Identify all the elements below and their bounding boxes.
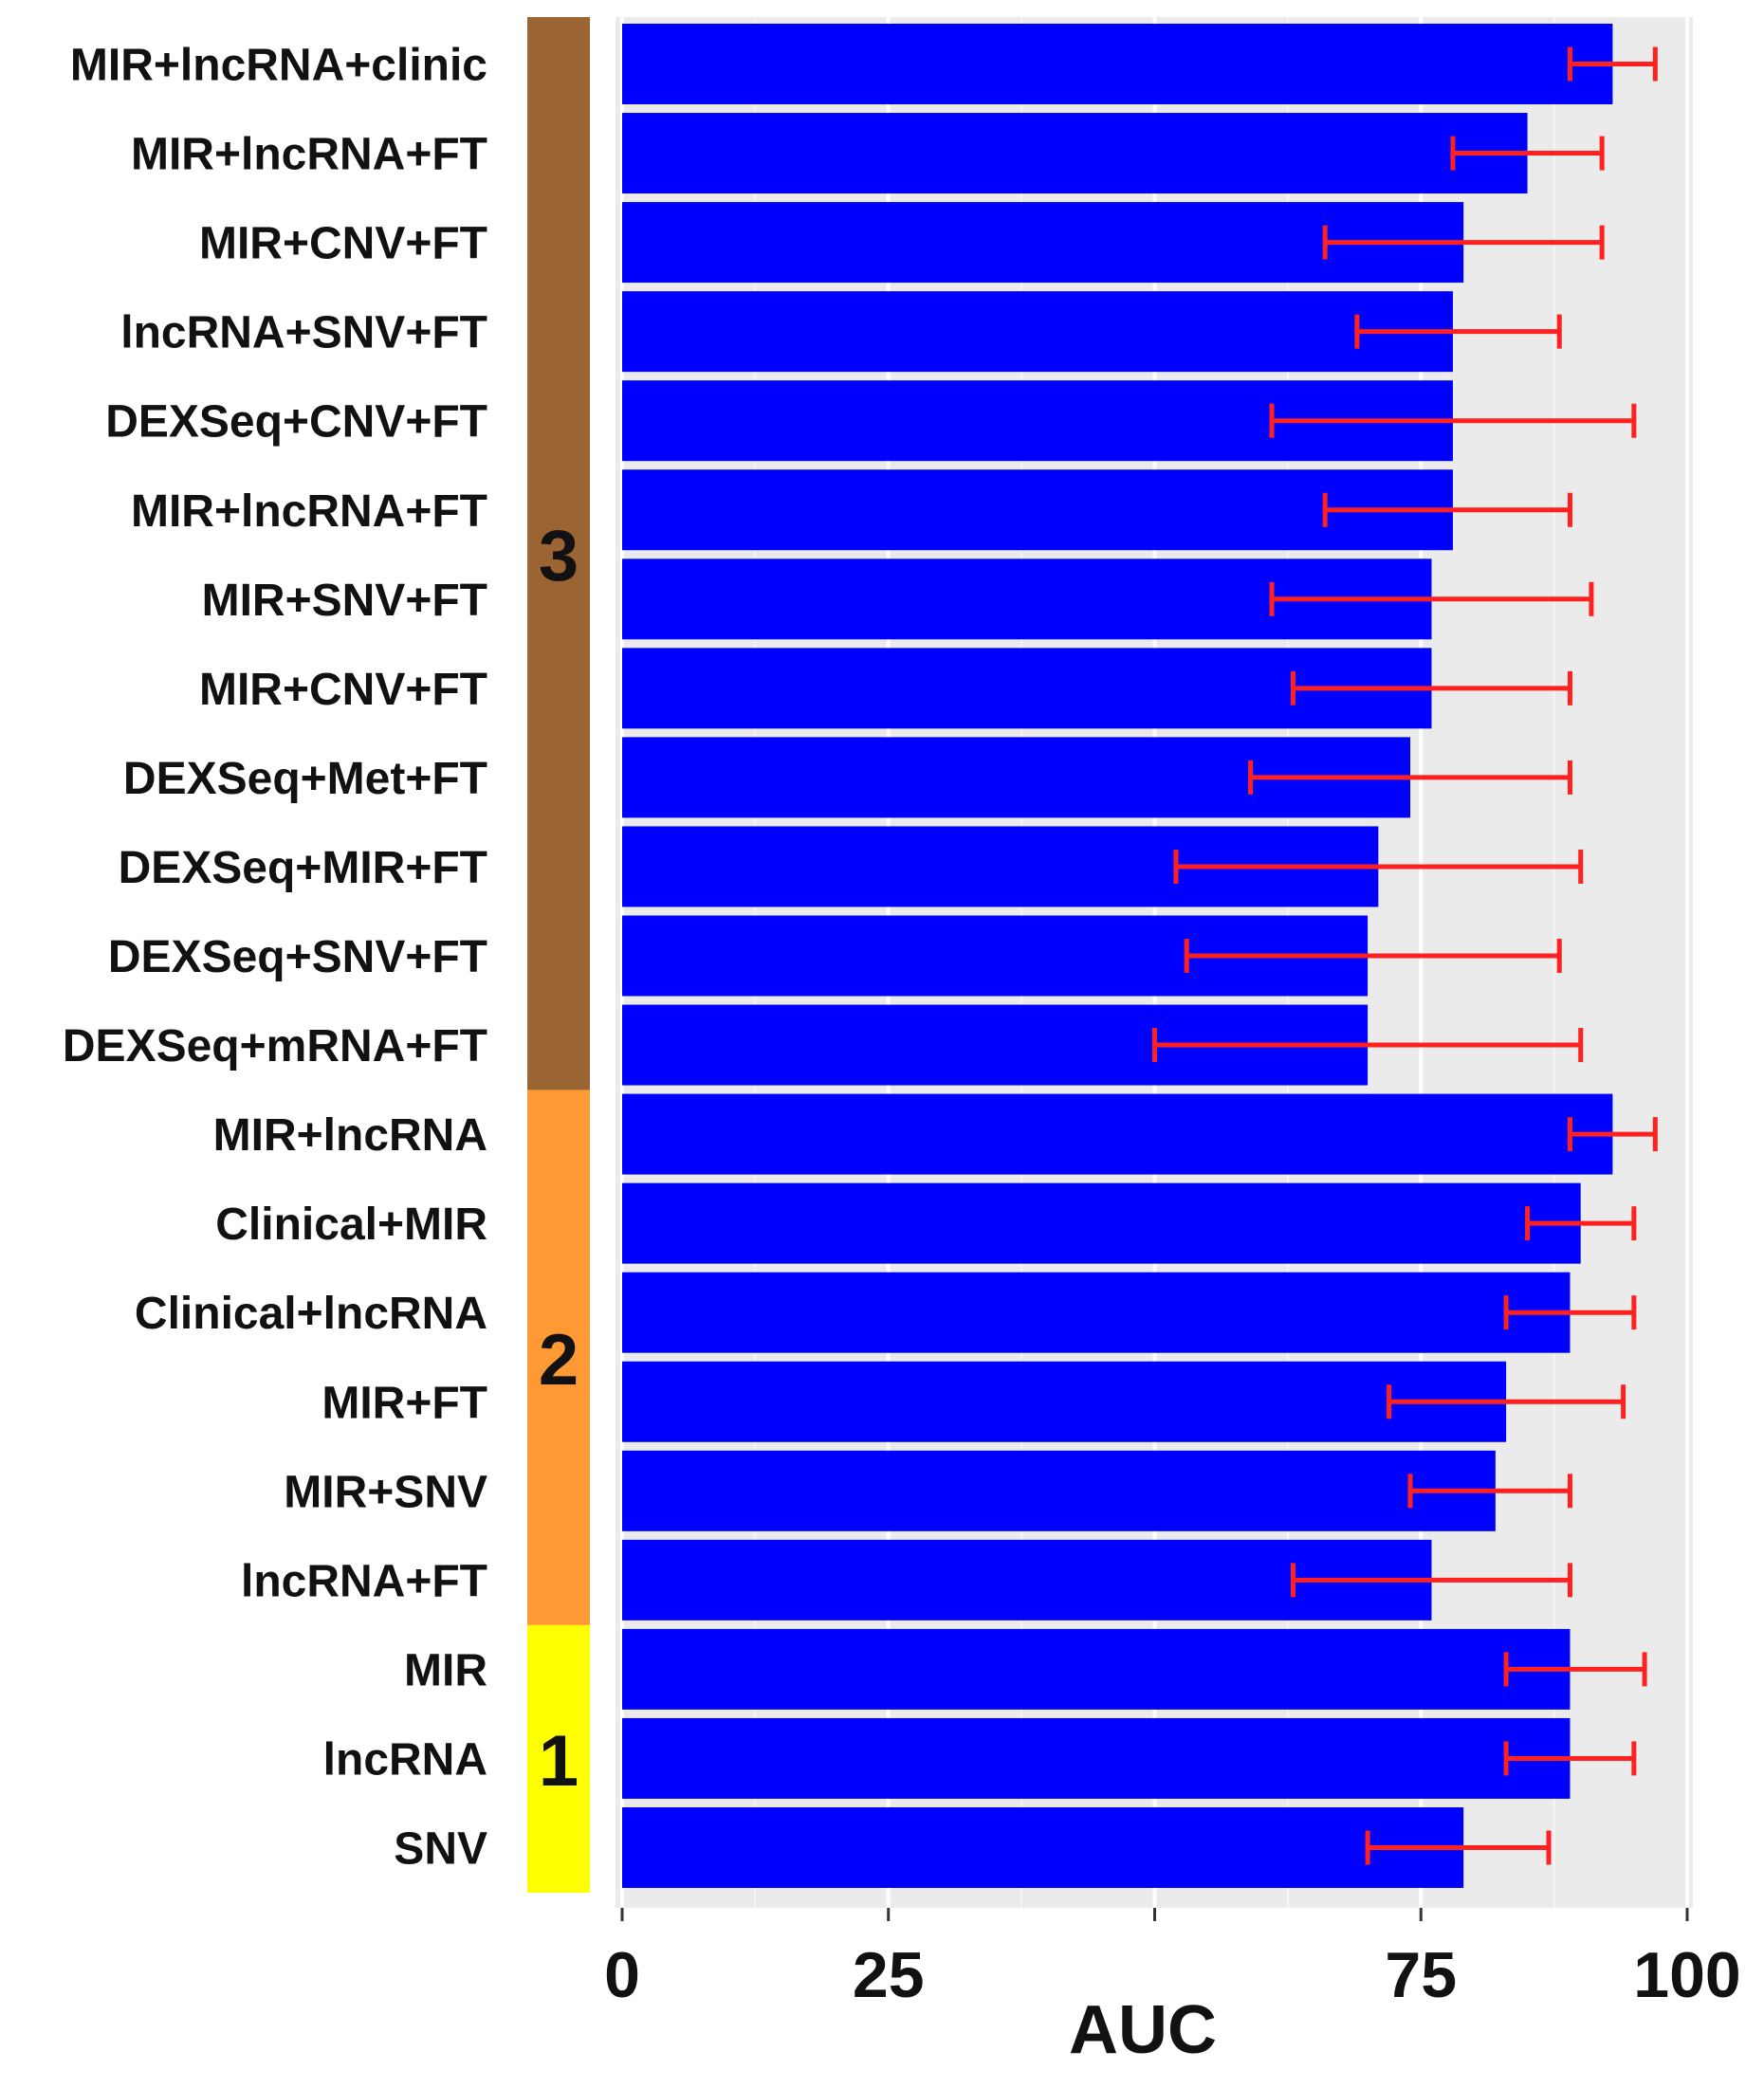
error-bar <box>1567 46 1658 82</box>
error-bar <box>1290 670 1572 705</box>
bar <box>622 291 1453 373</box>
category-label: MIR <box>404 1645 487 1695</box>
error-bar <box>1525 1206 1637 1241</box>
error-bar <box>1248 760 1572 795</box>
error-bar <box>1407 1474 1572 1509</box>
error-bar <box>1269 403 1637 438</box>
group-label-2: 2 <box>539 1320 579 1401</box>
bar <box>622 469 1453 551</box>
group-strip-1 <box>527 1624 590 1894</box>
category-label: Clinical+MIR <box>215 1200 487 1250</box>
error-bar <box>1269 581 1594 616</box>
bar <box>622 24 1613 104</box>
bar <box>622 1093 1613 1175</box>
bar <box>622 1628 1571 1710</box>
category-label: DEXSeq+CNV+FT <box>105 397 487 448</box>
category-label: MIR+SNV <box>284 1467 487 1517</box>
category-label: MIR+lncRNA <box>213 1110 487 1161</box>
error-bar <box>1152 1028 1584 1063</box>
category-label: MIR+lncRNA+FT <box>131 486 487 537</box>
error-bars <box>1152 46 1658 1865</box>
error-bar <box>1450 136 1605 171</box>
error-bar <box>1503 1652 1647 1687</box>
error-bar <box>1503 1295 1637 1330</box>
x-tick-label: 0 <box>604 1939 640 2011</box>
x-tick-label: 75 <box>1385 1939 1457 2011</box>
x-tick-label: 25 <box>853 1939 925 2011</box>
category-label: lncRNA+FT <box>241 1556 487 1606</box>
group-strip-2 <box>527 1090 590 1625</box>
error-bar <box>1322 492 1572 527</box>
x-axis: 0 25 75 100 <box>604 1908 1741 2011</box>
bar <box>622 1717 1571 1799</box>
error-bar <box>1290 1563 1572 1598</box>
group-strips: 3 2 1 <box>527 17 590 1894</box>
error-bar <box>1365 1830 1552 1865</box>
bar <box>622 1807 1464 1888</box>
x-tick-label: 100 <box>1633 1939 1740 2011</box>
error-bar <box>1354 314 1562 349</box>
x-axis-title: AUC <box>1069 1992 1217 2068</box>
error-bar <box>1173 849 1584 884</box>
category-label: DEXSeq+SNV+FT <box>108 932 487 982</box>
bar <box>622 113 1528 194</box>
category-label: MIR+CNV+FT <box>199 665 487 715</box>
category-label: DEXSeq+mRNA+FT <box>63 1021 487 1071</box>
category-label: lncRNA <box>323 1734 487 1785</box>
error-bar <box>1503 1741 1637 1776</box>
category-label: MIR+lncRNA+clinic <box>70 41 487 91</box>
group-label-3: 3 <box>539 516 579 596</box>
group-strip-3 <box>527 17 590 1090</box>
category-label: MIR+lncRNA+FT <box>131 130 487 180</box>
category-labels: MIR+lncRNA+clinic MIR+lncRNA+FT MIR+CNV+FT… <box>63 41 487 1875</box>
category-label: Clinical+lncRNA <box>135 1289 487 1339</box>
bar <box>622 1182 1581 1264</box>
group-label-1: 1 <box>539 1721 579 1802</box>
category-label: SNV <box>394 1824 487 1875</box>
error-bar <box>1322 225 1605 260</box>
category-label: MIR+CNV+FT <box>199 219 487 269</box>
category-label: MIR+FT <box>322 1378 487 1428</box>
bar <box>622 1361 1507 1442</box>
bar <box>622 1272 1571 1353</box>
category-label: MIR+SNV+FT <box>202 576 487 626</box>
category-label: DEXSeq+Met+FT <box>123 754 487 804</box>
error-bar <box>1184 939 1562 973</box>
error-bar <box>1387 1384 1626 1419</box>
error-bar <box>1567 1117 1658 1152</box>
category-label: DEXSeq+MIR+FT <box>119 843 487 893</box>
bar <box>622 1450 1496 1531</box>
category-label: lncRNA+SNV+FT <box>120 308 487 358</box>
